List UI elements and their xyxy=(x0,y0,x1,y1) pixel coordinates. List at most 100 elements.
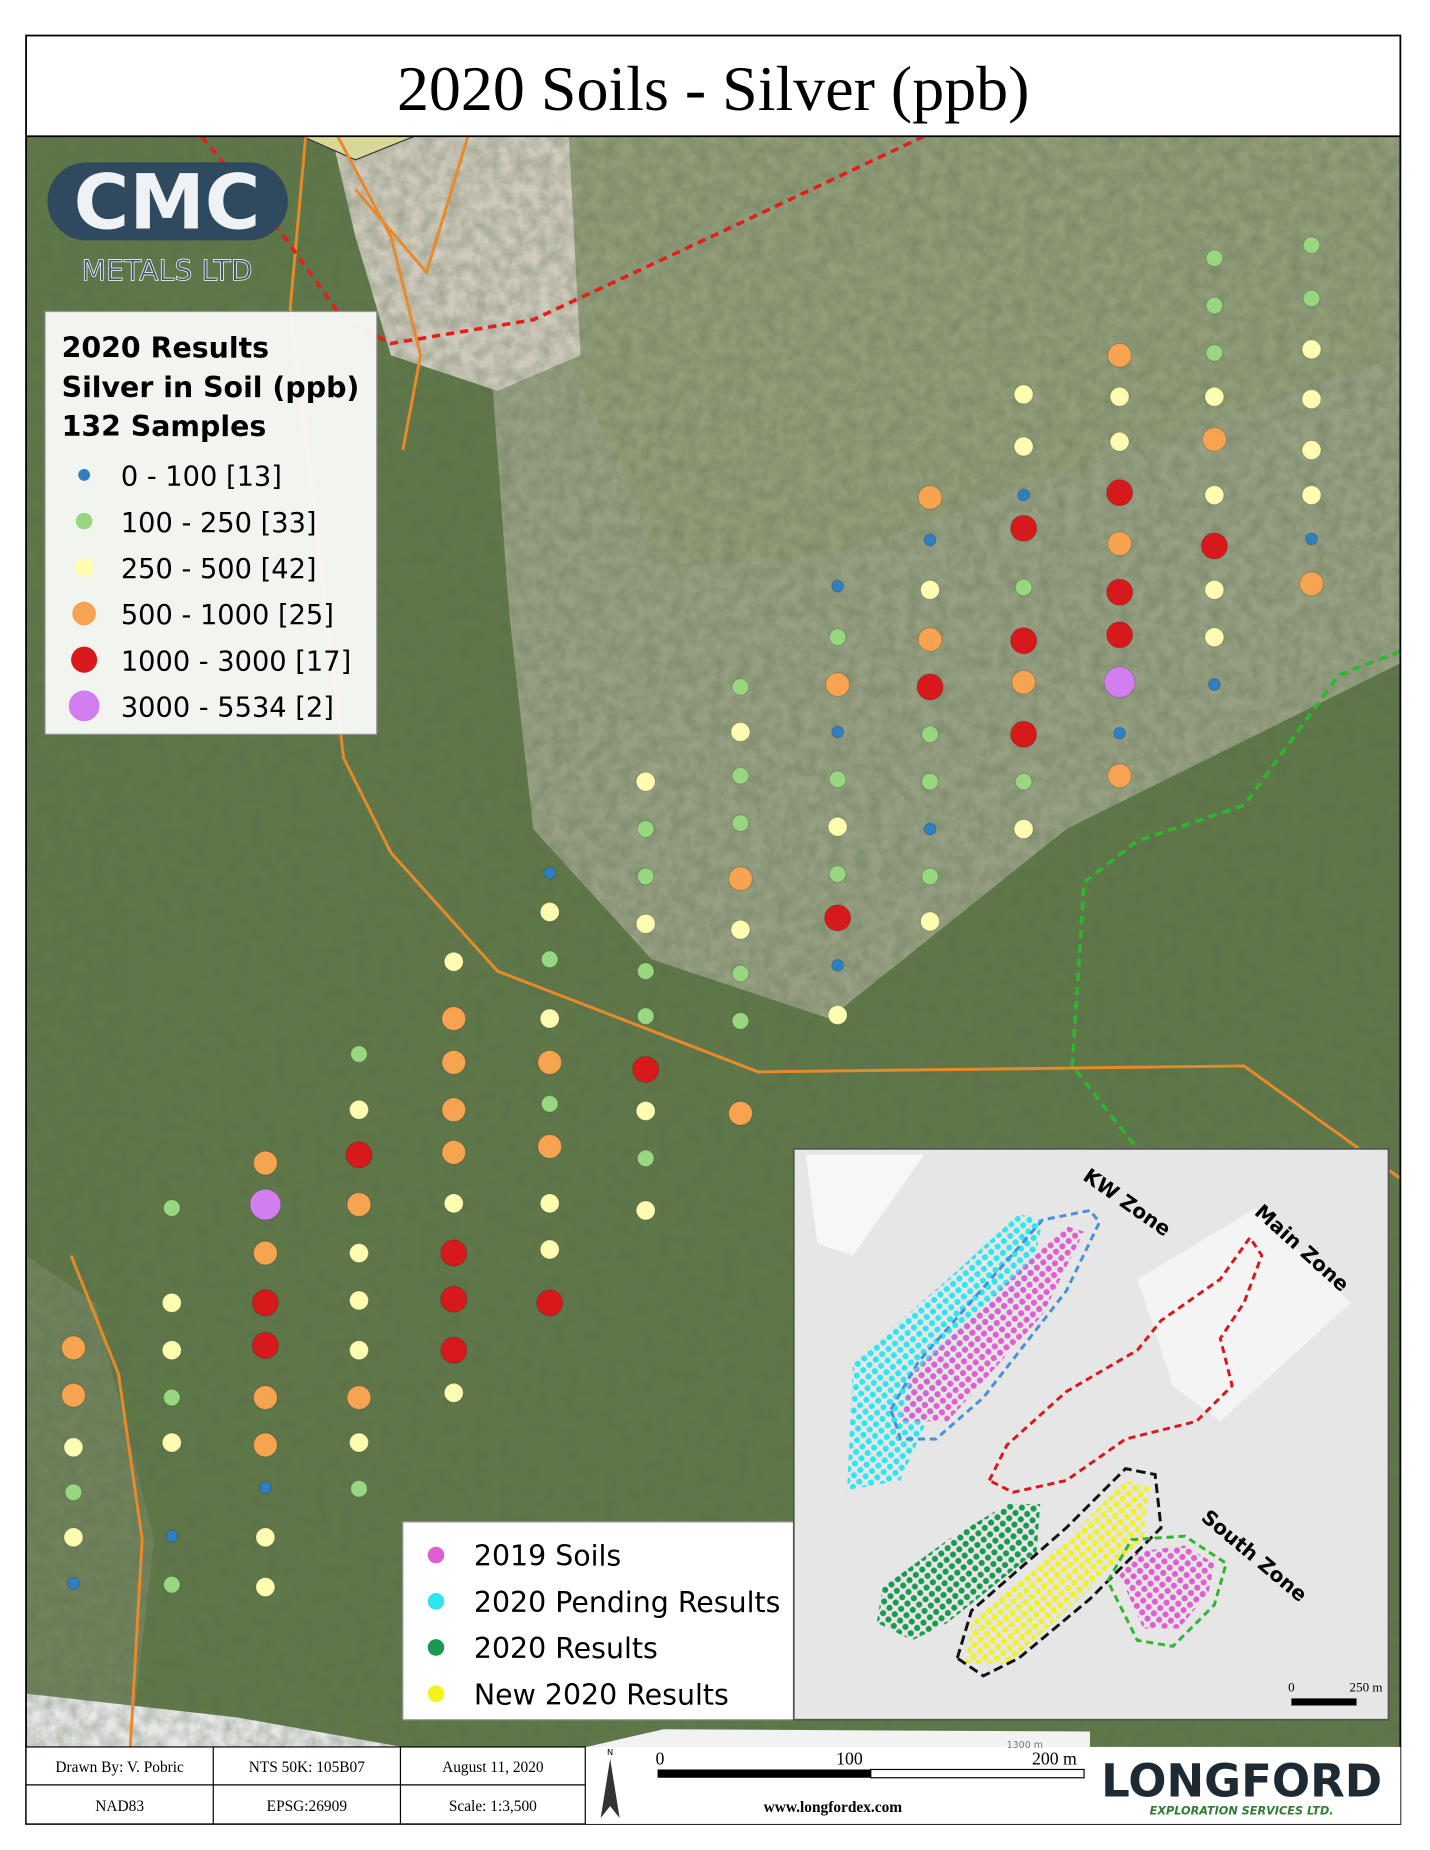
company-sub: EXPLORATION SERVICES LTD. xyxy=(1150,1804,1334,1817)
footer-table xyxy=(25,1746,586,1825)
inset-legend-swatch xyxy=(427,1685,445,1702)
new-outline xyxy=(955,1467,1163,1678)
legend-label: 0 - 100 [13] xyxy=(121,462,282,493)
company-name: LONGFORD xyxy=(1101,1755,1382,1808)
legend-swatch xyxy=(68,690,100,722)
sample-point xyxy=(540,1094,559,1113)
sample-point xyxy=(1011,669,1037,695)
sample-point xyxy=(1103,666,1136,699)
sample-point xyxy=(728,866,753,892)
legend-swatch xyxy=(74,557,94,577)
sample-point xyxy=(917,485,943,510)
sample-point xyxy=(825,672,851,698)
sample-point xyxy=(537,1049,563,1075)
sample-point xyxy=(1205,249,1224,268)
sample-point xyxy=(1305,532,1319,546)
sample-point xyxy=(728,1100,753,1126)
sample-point xyxy=(165,1529,179,1543)
sample-point xyxy=(1107,342,1133,368)
legend-label: 500 - 1000 [25] xyxy=(121,600,334,631)
sample-point xyxy=(1301,339,1322,360)
sample-point xyxy=(66,1577,80,1591)
sample-cluster xyxy=(876,1504,1041,1641)
inset-relief xyxy=(1137,1208,1351,1422)
sample-point xyxy=(543,866,557,880)
sample-point xyxy=(923,822,937,836)
sample-point xyxy=(63,1527,84,1548)
sample-point xyxy=(921,772,939,791)
inset-legend: 2019 Soils 2020 Pending Results 2020 Resul… xyxy=(427,1540,780,1711)
sample-point xyxy=(162,1388,181,1407)
sample-point xyxy=(249,1188,282,1221)
sample-point xyxy=(1204,579,1225,600)
legend-swatch xyxy=(78,469,91,481)
claim-boundary xyxy=(200,136,925,346)
footer-relief xyxy=(586,1729,1090,1747)
sample-point xyxy=(632,1055,660,1084)
sample-point xyxy=(827,1004,848,1026)
sample-point xyxy=(823,904,852,932)
legend-label: 100 - 250 [33] xyxy=(121,508,317,539)
inset-legend-label: New 2020 Results xyxy=(474,1678,729,1711)
legend-label: 1000 - 3000 [17] xyxy=(121,646,351,677)
sample-point xyxy=(1204,485,1225,506)
sample-point xyxy=(63,1437,84,1458)
sample-point xyxy=(1302,289,1321,308)
scale-note: 1300 m xyxy=(1007,1740,1043,1751)
sample-point xyxy=(1010,627,1038,655)
scale-label: 200 m xyxy=(1032,1749,1077,1769)
sample-point xyxy=(831,579,845,593)
sample-point xyxy=(635,771,656,792)
inset-legend-swatch xyxy=(427,1546,445,1564)
sample-point xyxy=(730,919,751,940)
sample-point xyxy=(1302,236,1321,255)
sample-point xyxy=(348,1340,370,1361)
sample-point xyxy=(730,721,751,743)
sample-point xyxy=(831,725,845,739)
sample-point xyxy=(348,1432,370,1453)
sample-point xyxy=(162,1199,181,1217)
sample-point xyxy=(828,628,847,647)
inset-legend-label: 2020 Results xyxy=(474,1632,658,1665)
svg-text:N: N xyxy=(607,1747,613,1757)
sample-point xyxy=(636,962,655,981)
sample-point xyxy=(1105,578,1134,606)
sample-point xyxy=(162,1575,181,1594)
sample-point xyxy=(1107,763,1133,789)
sample-point xyxy=(1014,772,1033,791)
sample-point xyxy=(1301,389,1322,410)
sample-point xyxy=(731,964,750,983)
sample-point xyxy=(348,1099,370,1120)
legend-title: 132 Samples xyxy=(62,410,267,443)
legend-swatch xyxy=(75,512,93,530)
logo-sub: METALS LTD xyxy=(82,255,253,288)
inset-map: KW Zone Main Zone South Zone 0 250 m xyxy=(792,1147,1390,1721)
legend-label: 250 - 500 [42] xyxy=(121,554,317,585)
sample-point xyxy=(635,1100,656,1122)
sample-point xyxy=(443,1193,464,1214)
sample-point xyxy=(635,913,656,934)
sample-point xyxy=(1205,296,1224,315)
footer-cell: NTS 50K: 105B07 xyxy=(249,1759,366,1776)
scale-label: 100 xyxy=(836,1749,863,1769)
sample-point xyxy=(539,901,560,923)
logo-pill xyxy=(47,162,288,241)
sample-point xyxy=(252,1385,278,1411)
sample-point xyxy=(161,1340,182,1361)
sample-points xyxy=(61,236,1324,1598)
sample-point xyxy=(443,1382,464,1403)
sample-point xyxy=(540,950,559,969)
footer-cell: Drawn By: V. Pobric xyxy=(55,1759,184,1776)
sample-point xyxy=(1301,485,1322,506)
inset-legend-box xyxy=(402,1521,795,1721)
footer-cell: NAD83 xyxy=(95,1798,144,1815)
legend: 2020 Results Silver in Soil (ppb) 132 Samp… xyxy=(62,332,360,724)
sample-point xyxy=(1010,514,1038,542)
sample-point xyxy=(1200,532,1228,560)
sample-point xyxy=(731,766,750,785)
sample-point xyxy=(1299,571,1324,597)
footer: Drawn By: V. Pobric NTS 50K: 105B07 August… xyxy=(25,1729,1401,1825)
sample-point xyxy=(1017,488,1031,502)
sample-point xyxy=(348,1290,370,1311)
footer-cell: Scale: 1:3,500 xyxy=(449,1798,537,1815)
